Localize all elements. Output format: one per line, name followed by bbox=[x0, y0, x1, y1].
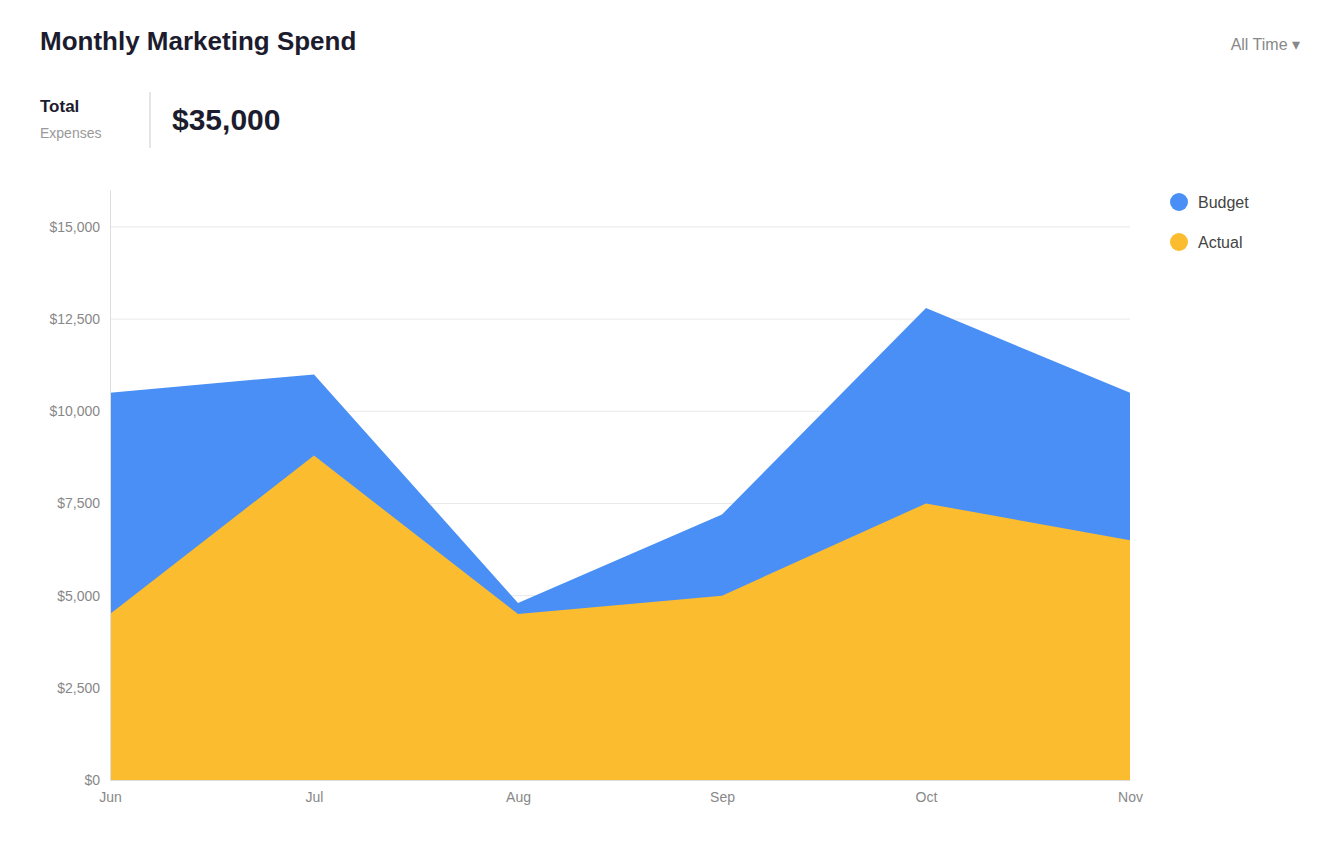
legend-item: Budget bbox=[1170, 193, 1249, 211]
summary-label: Total bbox=[40, 97, 79, 116]
y-tick-label: $10,000 bbox=[49, 403, 100, 419]
y-axis: $0 $2,500 $5,000 $7,500 $10,000 $12,500 $15,00… bbox=[49, 191, 110, 788]
grid bbox=[110, 227, 1130, 780]
x-tick: Jun bbox=[99, 780, 122, 805]
grid-line bbox=[110, 226, 1130, 227]
x-tick-label: Aug bbox=[506, 789, 531, 805]
areas bbox=[110, 308, 1130, 780]
filter-label: All Time ▾ bbox=[1231, 36, 1300, 53]
x-tick: Aug bbox=[506, 780, 531, 805]
y-tick: $10,000 bbox=[49, 403, 110, 419]
summary-sublabel: Expenses bbox=[40, 125, 101, 141]
x-tick: Jul bbox=[306, 780, 324, 805]
y-tick: $0 bbox=[84, 772, 110, 788]
y-axis-line bbox=[110, 191, 111, 781]
y-tick-label: $5,000 bbox=[57, 588, 100, 604]
y-tick-label: $15,000 bbox=[49, 219, 100, 235]
x-tick-label: Jul bbox=[306, 789, 324, 805]
grid-line bbox=[110, 319, 1130, 320]
area bbox=[110, 308, 1130, 780]
x-axis: Jun Jul Aug Sep Oct Nov bbox=[99, 780, 1143, 805]
title: Monthly Marketing Spend bbox=[40, 26, 356, 56]
y-tick: $15,000 bbox=[49, 219, 110, 235]
x-tick-label: Jun bbox=[99, 789, 122, 805]
legend-label: Budget bbox=[1198, 194, 1249, 211]
legend-swatch bbox=[1170, 233, 1188, 251]
y-tick: $12,500 bbox=[49, 311, 110, 327]
x-axis-line bbox=[111, 780, 1131, 781]
plot: Jun Jul Aug Sep Oct Nov $0 $2,500 $5,000 $7,500 $1… bbox=[49, 191, 1143, 805]
x-tick-label: Sep bbox=[710, 789, 735, 805]
y-tick: $5,000 bbox=[57, 588, 110, 604]
y-tick-label: $0 bbox=[84, 772, 100, 788]
legend-label: Actual bbox=[1198, 234, 1242, 251]
x-tick-label: Oct bbox=[916, 789, 938, 805]
legend-item: Actual bbox=[1170, 233, 1242, 251]
x-tick: Sep bbox=[710, 780, 735, 805]
area bbox=[110, 456, 1130, 781]
legend: Budget Actual bbox=[1170, 193, 1249, 251]
y-tick-label: $12,500 bbox=[49, 311, 100, 327]
y-tick-label: $7,500 bbox=[57, 495, 100, 511]
chart: Monthly Marketing Spend All Time ▾ Total Ex… bbox=[0, 0, 1340, 850]
x-tick: Oct bbox=[916, 780, 938, 805]
y-tick: $2,500 bbox=[57, 680, 110, 696]
summary-value: $35,000 bbox=[172, 103, 280, 136]
separator bbox=[149, 92, 151, 148]
x-tick: Nov bbox=[1118, 780, 1143, 805]
y-tick-label: $2,500 bbox=[57, 680, 100, 696]
legend-swatch bbox=[1170, 193, 1188, 211]
y-tick: $7,500 bbox=[57, 495, 110, 511]
x-tick-label: Nov bbox=[1118, 789, 1143, 805]
